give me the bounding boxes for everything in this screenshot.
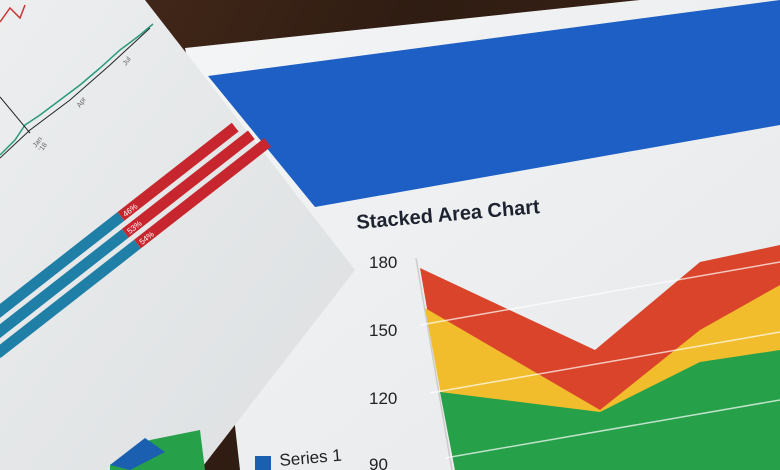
axis-label-jul: Jul	[122, 55, 133, 67]
axis-line	[0, 96, 31, 134]
legend-swatch	[255, 456, 271, 470]
bar-teal	[0, 228, 129, 346]
front-sheet: Stacked Area Chart 180 150 120 90 Series…	[185, 0, 780, 470]
bar-teal	[0, 212, 125, 333]
back-sheet: Jan '18 Apr Jul 46% 53% 54%	[0, 0, 355, 470]
bar-red	[117, 122, 239, 221]
stacked-bars: 46% 53% 54%	[0, 122, 271, 358]
y-axis-line	[415, 257, 453, 470]
red-line	[0, 4, 26, 23]
blue-header-band	[208, 0, 780, 207]
green-line	[0, 23, 154, 156]
y-tick-180: 180	[369, 253, 397, 272]
black-line	[0, 27, 151, 159]
bar-red	[121, 130, 255, 238]
y-tick-120: 120	[369, 389, 397, 408]
y-tick-150: 150	[369, 321, 397, 340]
gridline	[444, 399, 780, 459]
y-tick-90: 90	[369, 455, 388, 470]
bar-red	[134, 138, 271, 249]
gridline	[429, 331, 780, 394]
partial-chart-blue	[110, 438, 165, 470]
gridline	[419, 261, 780, 326]
bar-teal	[0, 239, 141, 358]
axis-label-year: '18	[38, 142, 49, 154]
green-area	[440, 350, 780, 470]
